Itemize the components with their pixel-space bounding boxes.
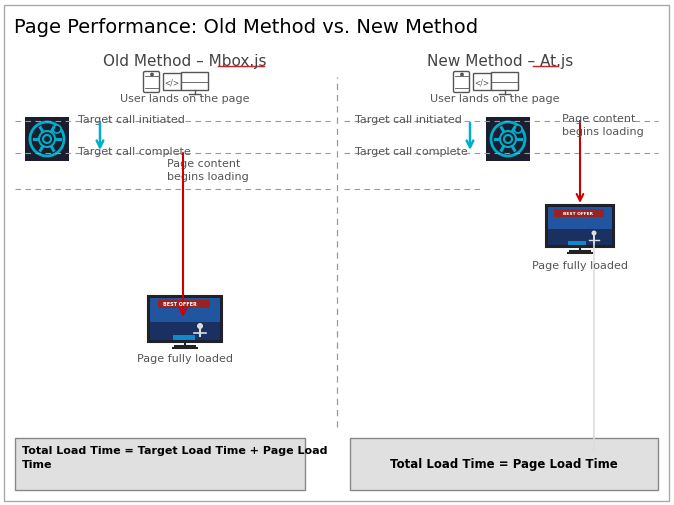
Circle shape (151, 74, 153, 77)
FancyBboxPatch shape (181, 73, 208, 91)
Text: Target call complete: Target call complete (78, 147, 191, 157)
FancyBboxPatch shape (148, 296, 222, 342)
FancyBboxPatch shape (25, 118, 69, 162)
Text: User lands on the page: User lands on the page (430, 94, 559, 104)
Text: Total Load Time = Target Load Time + Page Load
Time: Total Load Time = Target Load Time + Pag… (22, 445, 328, 469)
Text: User lands on the page: User lands on the page (120, 94, 250, 104)
Text: Target call initiated: Target call initiated (355, 115, 462, 125)
FancyBboxPatch shape (150, 298, 220, 340)
FancyBboxPatch shape (554, 210, 604, 218)
FancyBboxPatch shape (546, 206, 614, 247)
FancyBboxPatch shape (144, 72, 160, 93)
Circle shape (504, 136, 512, 144)
FancyBboxPatch shape (173, 335, 195, 340)
Circle shape (592, 231, 596, 236)
FancyBboxPatch shape (163, 74, 181, 91)
FancyBboxPatch shape (158, 300, 210, 309)
FancyBboxPatch shape (350, 438, 658, 490)
Circle shape (197, 323, 203, 329)
Text: Old Method – Mbox.js: Old Method – Mbox.js (103, 54, 267, 69)
FancyBboxPatch shape (548, 208, 612, 245)
FancyBboxPatch shape (548, 208, 612, 230)
Text: Page fully loaded: Page fully loaded (532, 261, 628, 271)
Text: Page fully loaded: Page fully loaded (137, 354, 233, 363)
Text: New Method – At.js: New Method – At.js (427, 54, 573, 69)
FancyBboxPatch shape (473, 74, 491, 91)
Text: </>: </> (164, 78, 179, 87)
Text: </>: </> (474, 78, 489, 87)
Text: Page content
begins loading: Page content begins loading (562, 114, 644, 137)
FancyBboxPatch shape (568, 241, 586, 245)
Text: Target call initiated: Target call initiated (78, 115, 185, 125)
Text: Page content
begins loading: Page content begins loading (167, 159, 249, 182)
Circle shape (30, 123, 64, 157)
FancyBboxPatch shape (491, 73, 518, 91)
Text: BEST OFFER: BEST OFFER (163, 302, 197, 307)
Circle shape (39, 132, 55, 147)
FancyBboxPatch shape (454, 72, 470, 93)
FancyBboxPatch shape (15, 438, 305, 490)
Circle shape (514, 126, 522, 134)
Text: BEST OFFER: BEST OFFER (563, 212, 593, 216)
Circle shape (491, 123, 525, 157)
Circle shape (461, 74, 463, 77)
Circle shape (53, 126, 61, 134)
Circle shape (43, 136, 51, 144)
FancyBboxPatch shape (150, 298, 220, 322)
Text: Page Performance: Old Method vs. New Method: Page Performance: Old Method vs. New Met… (14, 18, 478, 37)
Text: Total Load Time = Page Load Time: Total Load Time = Page Load Time (390, 458, 618, 471)
FancyBboxPatch shape (4, 6, 669, 501)
Circle shape (500, 132, 516, 147)
Text: Target call complete: Target call complete (355, 147, 468, 157)
FancyBboxPatch shape (486, 118, 530, 162)
